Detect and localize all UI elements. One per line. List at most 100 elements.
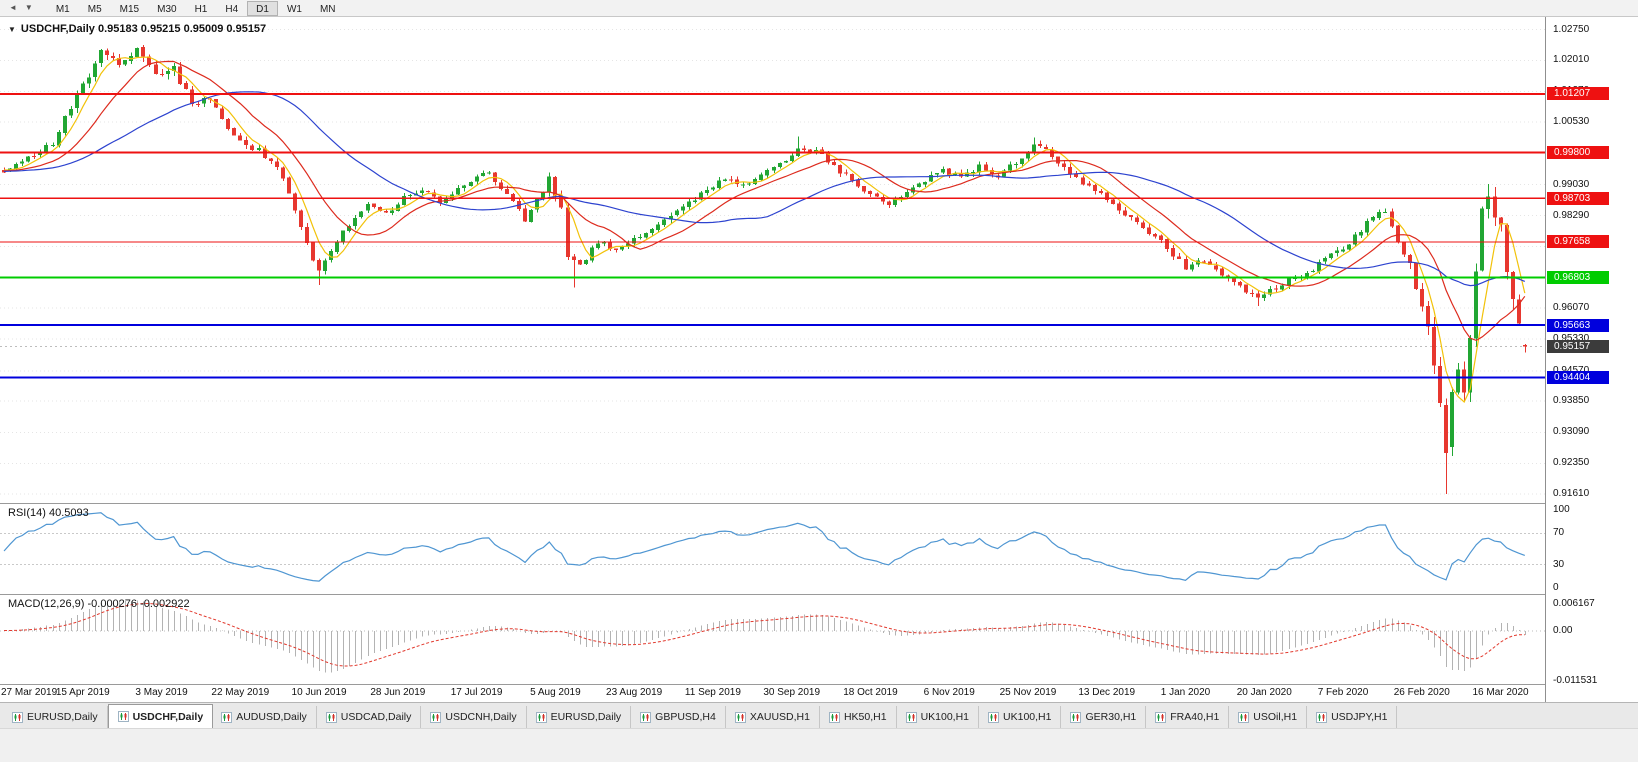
- chart-tab-icon: [640, 711, 652, 723]
- date-label: 11 Sep 2019: [684, 687, 741, 698]
- chart-tab-icon: [117, 711, 129, 722]
- macd-label: MACD(12,26,9) -0.000276 -0.002922: [8, 598, 190, 610]
- date-label: 16 Mar 2020: [1472, 687, 1529, 698]
- chart-tab-audusd-daily[interactable]: AUDUSD,Daily: [212, 706, 317, 728]
- date-label: 20 Jan 2020: [1236, 687, 1292, 698]
- timeframe-button-mn[interactable]: MN: [319, 3, 336, 15]
- price-level-badge: 0.98703: [1547, 191, 1609, 205]
- chart-tabs: EURUSD,Daily USDCHF,Daily AUDUSD,Daily USDC…: [0, 702, 1638, 728]
- timeframe-button-m15[interactable]: M15: [119, 3, 140, 15]
- timeframe-button-d1[interactable]: D1: [247, 0, 278, 16]
- date-label: 17 Jul 2019: [450, 687, 503, 698]
- chart-tab-usoil-h1[interactable]: USOil,H1: [1229, 706, 1308, 728]
- price-scale-label: 0.99030: [1553, 178, 1590, 190]
- price-scale-label: 0.95330: [1553, 333, 1590, 345]
- chart-tab-label: EURUSD,Daily: [550, 711, 622, 723]
- timeframe-button-m5[interactable]: M5: [87, 3, 102, 15]
- chart-tab-label: USOil,H1: [1253, 711, 1298, 723]
- chart-tab-icon: [1070, 711, 1082, 723]
- price-level-badge: 0.95663: [1547, 318, 1609, 332]
- timeframe-button-m1[interactable]: M1: [55, 3, 70, 15]
- date-label: 7 Feb 2020: [1317, 687, 1369, 698]
- rsi-scale-label: 100: [1553, 504, 1570, 515]
- date-label: 25 Nov 2019: [999, 687, 1057, 698]
- chart-tab-icon: [1316, 711, 1328, 723]
- macd-scale-label: 0.00: [1553, 624, 1573, 636]
- chart-tab-uk100-h1[interactable]: UK100,H1: [979, 706, 1062, 728]
- chart-tab-fra40-h1[interactable]: FRA40,H1: [1146, 706, 1230, 728]
- date-label: 18 Oct 2019: [843, 687, 898, 698]
- chart-tab-icon: [325, 711, 337, 723]
- date-label: 30 Sep 2019: [763, 687, 821, 698]
- chart-tab-label: UK100,H1: [1003, 711, 1052, 723]
- status-area: [0, 728, 1638, 762]
- chart-tab-label: XAUUSD,H1: [749, 711, 810, 723]
- ohlc-dropdown-icon[interactable]: ▼: [8, 25, 16, 34]
- rsi-indicator-value: 40.5093: [48, 507, 89, 519]
- timeframe-button-m30[interactable]: M30: [157, 3, 177, 15]
- date-label: 22 May 2019: [211, 687, 270, 698]
- timeframe-button-h1[interactable]: H1: [194, 3, 208, 15]
- chart-tab-usdcad-daily[interactable]: USDCAD,Daily: [317, 706, 422, 728]
- macd-indicator-values: -0.000276 -0.002922: [87, 598, 190, 610]
- macd-histogram: [4, 600, 1526, 673]
- chart-tab-icon: [221, 711, 233, 723]
- timeframe-button-h4[interactable]: H4: [225, 3, 239, 15]
- price-level-badge: 1.01207: [1547, 87, 1609, 101]
- price-scale[interactable]: 1.027501.020101.012701.005300.997900.990…: [1545, 17, 1638, 702]
- scroll-left-icon[interactable]: ◄: [9, 3, 17, 12]
- chart-tab-ger30-h1[interactable]: GER30,H1: [1061, 706, 1147, 728]
- rsi-scale-label: 0: [1553, 582, 1559, 593]
- time-scale[interactable]: 27 Mar 2019 15 Apr 2019 3 May 2019 22 May 2…: [0, 684, 1545, 702]
- price-scale-label: 0.92350: [1553, 457, 1590, 469]
- chart-tab-hk50-h1[interactable]: HK50,H1: [820, 706, 897, 728]
- chart-tab-icon: [430, 711, 442, 723]
- price-level-badge: 0.96803: [1547, 271, 1609, 285]
- rsi-label: RSI(14) 40.5093: [8, 507, 89, 519]
- macd-scale-label: -0.011531: [1553, 675, 1598, 686]
- price-scale-label: 1.00530: [1553, 116, 1590, 128]
- chart-tab-uk100-h1[interactable]: UK100,H1: [897, 706, 980, 728]
- ma-fast-line: [4, 56, 1526, 403]
- ohlc-values: 0.95183 0.95215 0.95009 0.95157: [97, 23, 267, 35]
- timeframe-buttons: M1 M5 M15 M30 H1 H4 D1 W1 MN: [47, 0, 345, 16]
- chart-tab-label: HK50,H1: [843, 711, 887, 723]
- price-scale-label: 0.96070: [1553, 302, 1590, 314]
- timeframe-button-w1[interactable]: W1: [286, 3, 302, 15]
- panel-separator[interactable]: [0, 503, 1638, 504]
- rsi-panel-canvas[interactable]: [0, 503, 1545, 594]
- chart-tab-usdjpy-h1[interactable]: USDJPY,H1: [1307, 706, 1398, 728]
- rsi-indicator-name: RSI(14): [8, 507, 46, 519]
- date-label: 28 Jun 2019: [370, 687, 426, 698]
- macd-panel-canvas[interactable]: [0, 594, 1545, 684]
- price-level-badge: 0.99800: [1547, 146, 1609, 160]
- chart-tab-eurusd-daily[interactable]: EURUSD,Daily: [3, 706, 108, 728]
- chart-tab-usdchf-daily[interactable]: USDCHF,Daily: [107, 704, 214, 728]
- chart-tab-eurusd-daily[interactable]: EURUSD,Daily: [527, 706, 632, 728]
- panel-separator[interactable]: [0, 594, 1638, 595]
- chart-tab-label: AUDUSD,Daily: [236, 711, 307, 723]
- chart-tab-icon: [12, 711, 23, 723]
- date-label: 3 May 2019: [135, 687, 188, 698]
- chart-tab-usdcnh-daily[interactable]: USDCNH,Daily: [421, 706, 527, 728]
- price-scale-label: 0.98290: [1553, 209, 1590, 221]
- price-scale-label: 0.91610: [1553, 488, 1590, 500]
- rsi-line: [3, 512, 1525, 582]
- main-chart-canvas[interactable]: [0, 17, 1545, 503]
- chart-tab-xauusd-h1[interactable]: XAUUSD,H1: [726, 706, 820, 728]
- chart-tab-label: USDCHF,Daily: [132, 710, 204, 723]
- date-label: 5 Aug 2019: [530, 687, 581, 698]
- price-level-badge: 0.97658: [1547, 235, 1609, 249]
- dropdown-icon[interactable]: ▼: [24, 3, 33, 12]
- date-label: 15 Apr 2019: [55, 687, 110, 698]
- ma-mid-line: [3, 60, 1526, 342]
- chart-tab-gbpusd-h4[interactable]: GBPUSD,H4: [631, 706, 726, 728]
- ma-slow-line: [4, 91, 1526, 287]
- chart-tab-icon: [905, 711, 917, 723]
- price-scale-label: 0.93850: [1553, 394, 1590, 406]
- rsi-scale-label: 30: [1553, 558, 1565, 570]
- timeframe-toolbar: ◄ ▼ M1 M5 M15 M30 H1 H4 D1 W1 MN: [0, 0, 1638, 17]
- chart-tab-label: FRA40,H1: [1170, 711, 1220, 723]
- chart-tab-label: USDJPY,H1: [1331, 711, 1388, 723]
